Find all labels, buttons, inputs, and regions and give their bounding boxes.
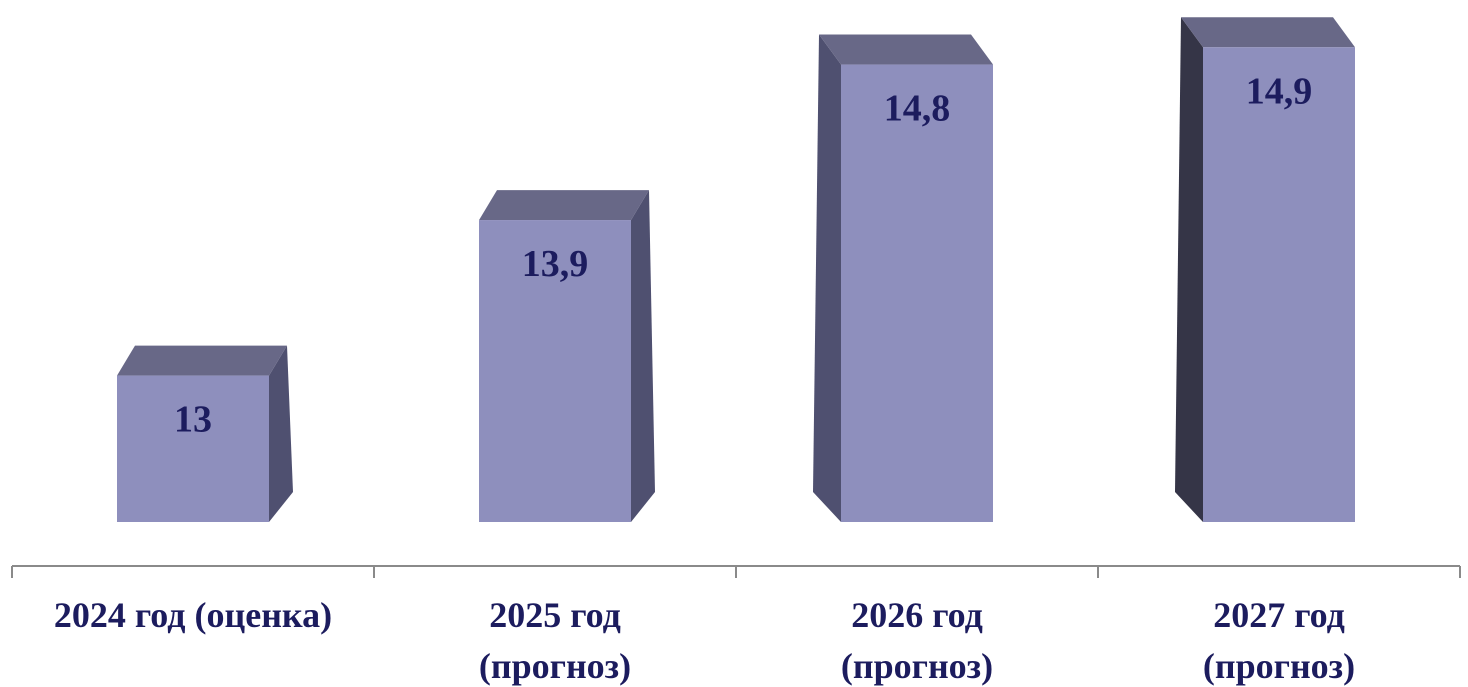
x-axis-ticks	[11, 566, 1461, 578]
bar-top	[117, 345, 287, 376]
bar-1: 13	[117, 345, 293, 522]
bar-top	[1181, 17, 1355, 48]
bar-3: 14,8	[813, 34, 993, 523]
category-label: 2027 год (прогноз)	[1203, 595, 1355, 686]
bar-side	[269, 345, 293, 522]
bar-front	[479, 220, 631, 522]
data-label: 13,9	[522, 243, 589, 285]
bar-front	[841, 64, 993, 522]
data-label: 13	[174, 399, 212, 441]
bar-side	[1175, 17, 1203, 523]
category-label: 2024 год (оценка)	[54, 595, 332, 635]
bar-side	[813, 34, 841, 523]
bar-top	[479, 190, 649, 221]
category-label: 2025 год (прогноз)	[479, 595, 631, 686]
bar-4: 14,9	[1175, 17, 1355, 523]
x-axis-labels: 2024 год (оценка) 2025 год (прогноз) 2026 г…	[54, 595, 1355, 686]
data-label: 14,9	[1246, 70, 1313, 112]
bar-2: 13,9	[479, 190, 655, 522]
bar-front	[117, 375, 269, 522]
bar-top	[819, 34, 993, 65]
category-label: 2026 год (прогноз)	[841, 595, 993, 686]
data-label: 14,8	[884, 88, 951, 130]
bar-side	[631, 190, 655, 522]
bars-group: 13 13,9 14,8 14,9	[117, 17, 1355, 523]
bar-front	[1203, 47, 1355, 522]
